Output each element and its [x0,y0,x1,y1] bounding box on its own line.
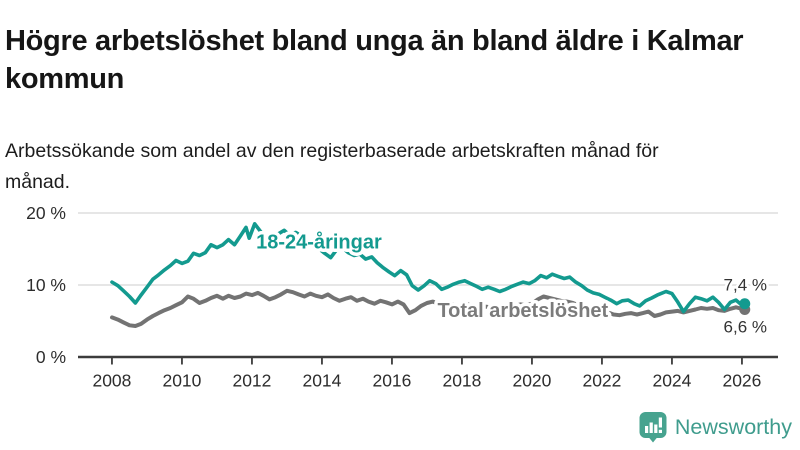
series-end-value-label: 7,4 % [724,276,767,295]
x-tick-label: 2018 [442,371,481,391]
x-tick-label: 2024 [652,371,691,391]
series-line [110,288,747,328]
chart-subtitle: Arbetssökande som andel av den registerb… [5,139,659,193]
x-tick-label: 2026 [722,371,761,391]
x-tick-label: 2020 [512,371,551,391]
y-tick-label: 20 % [26,203,66,223]
x-tick-label: 2010 [162,371,201,391]
y-tick-label: 10 % [26,275,66,295]
newsworthy-logo[interactable]: Newsworthy [639,411,792,443]
x-tick-label: 2016 [372,371,411,391]
series-label: 18-24-åringar [256,231,382,254]
x-tick-label: 2014 [302,371,341,391]
x-tick-label: 2008 [92,371,131,391]
newsworthy-chart-bubble-icon [639,412,667,443]
chart-title: Högre arbetslöshet bland unga än bland ä… [5,25,744,96]
y-tick-label: 0 % [36,347,66,367]
series-line [110,222,747,314]
newsworthy-wordmark: Newsworthy [674,414,792,439]
series-label: Total arbetslöshet [437,300,608,322]
x-tick-label: 2012 [232,371,271,391]
series-end-value-label: 6,6 % [724,317,767,336]
x-tick-label: 2022 [582,371,621,391]
series-end-dot [739,298,751,310]
